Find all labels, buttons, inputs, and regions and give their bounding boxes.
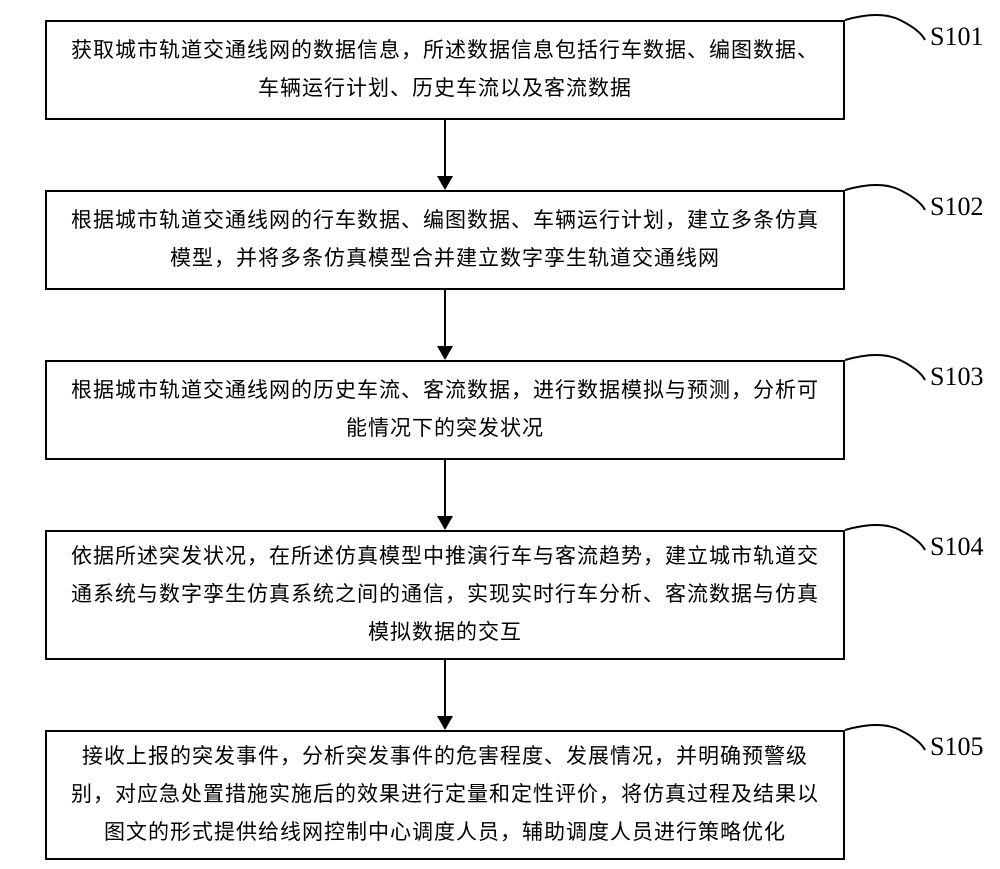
step-text-4: 依据所述突发状况，在所述仿真模型中推演行车与客流趋势，建立城市轨道交通系统与数字… (71, 538, 819, 651)
step-text-3: 根据城市轨道交通线网的历史车流、客流数据，进行数据模拟与预测，分析可能情况下的突… (71, 372, 819, 448)
arrow-3 (437, 460, 453, 530)
callout-1 (845, 10, 930, 60)
step-label-4: S104 (930, 532, 983, 562)
step-box-1: 获取城市轨道交通线网的数据信息，所述数据信息包括行车数据、编图数据、车辆运行计划… (45, 20, 845, 120)
step-label-5: S105 (930, 732, 983, 762)
flowchart-canvas: 获取城市轨道交通线网的数据信息，所述数据信息包括行车数据、编图数据、车辆运行计划… (0, 0, 1000, 869)
step-text-2: 根据城市轨道交通线网的行车数据、编图数据、车辆运行计划，建立多条仿真模型，并将多… (71, 202, 819, 278)
step-box-5: 接收上报的突发事件，分析突发事件的危害程度、发展情况，并明确预警级别，对应急处置… (45, 730, 845, 860)
step-label-3: S103 (930, 362, 983, 392)
callout-3 (845, 350, 930, 400)
callout-4 (845, 520, 930, 570)
step-text-1: 获取城市轨道交通线网的数据信息，所述数据信息包括行车数据、编图数据、车辆运行计划… (71, 32, 819, 108)
arrow-4 (437, 660, 453, 730)
step-box-4: 依据所述突发状况，在所述仿真模型中推演行车与客流趋势，建立城市轨道交通系统与数字… (45, 530, 845, 660)
step-label-1: S101 (930, 22, 983, 52)
step-box-3: 根据城市轨道交通线网的历史车流、客流数据，进行数据模拟与预测，分析可能情况下的突… (45, 360, 845, 460)
step-box-2: 根据城市轨道交通线网的行车数据、编图数据、车辆运行计划，建立多条仿真模型，并将多… (45, 190, 845, 290)
callout-5 (845, 720, 930, 770)
step-text-5: 接收上报的突发事件，分析突发事件的危害程度、发展情况，并明确预警级别，对应急处置… (71, 738, 819, 851)
arrow-2 (437, 290, 453, 360)
arrow-1 (437, 120, 453, 190)
callout-2 (845, 180, 930, 230)
step-label-2: S102 (930, 192, 983, 222)
